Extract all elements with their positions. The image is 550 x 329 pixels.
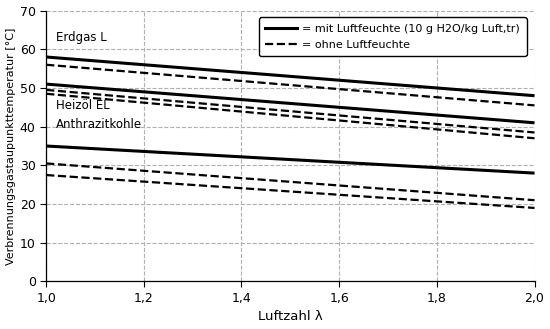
Legend: = mit Luftfeuchte (10 g H2O/kg Luft,tr), = ohne Luftfeuchte: = mit Luftfeuchte (10 g H2O/kg Luft,tr),… <box>258 17 526 56</box>
X-axis label: Luftzahl λ: Luftzahl λ <box>258 311 323 323</box>
Text: Erdgas L: Erdgas L <box>56 31 107 44</box>
Y-axis label: Verbrennungsgastaupunkttemperatur [°C]: Verbrennungsgastaupunkttemperatur [°C] <box>6 27 15 265</box>
Text: Heizöl EL: Heizöl EL <box>56 99 109 112</box>
Text: Anthrazitkohle: Anthrazitkohle <box>56 118 142 131</box>
